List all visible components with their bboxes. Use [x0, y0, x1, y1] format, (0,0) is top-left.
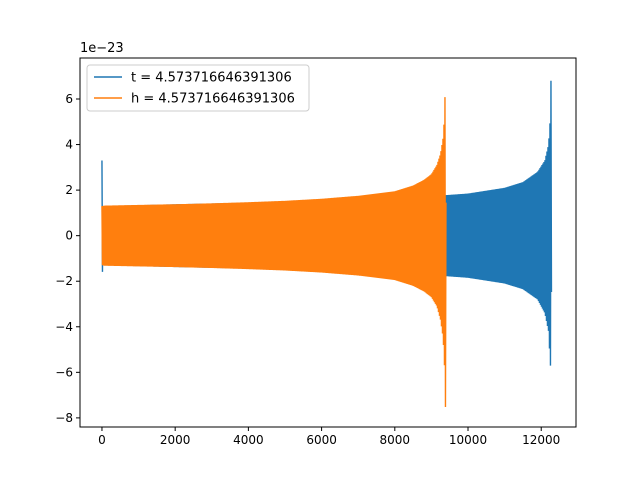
legend-box [86, 64, 310, 112]
axes-frame [79, 57, 577, 428]
y-tick-label-0: 0 [65, 229, 73, 243]
y-tick-label--2: −2 [55, 274, 73, 288]
y-tick-label-2: 2 [65, 183, 73, 197]
x-tick-label-8000: 8000 [380, 433, 411, 447]
y-tick-label--4: −4 [55, 320, 73, 334]
x-tick-label-12000: 12000 [522, 433, 560, 447]
x-tick-label-6000: 6000 [306, 433, 337, 447]
series-line-2 [101, 97, 447, 408]
y-tick-label--8: −8 [55, 411, 73, 425]
x-tick-label-2000: 2000 [160, 433, 191, 447]
y-tick-label-4: 4 [65, 138, 73, 152]
y-tick-label--6: −6 [55, 365, 73, 379]
x-tick-label-10000: 10000 [449, 433, 487, 447]
y-offset-label: 1e−23 [80, 41, 124, 56]
plot-area [101, 80, 553, 408]
x-tick-label-0: 0 [98, 433, 106, 447]
axes: 0 2000 4000 6000 8000 10000 12000 −8 −6 −4 −2 0 2 4 6 [55, 57, 577, 447]
x-tick-label-4000: 4000 [233, 433, 264, 447]
y-tick-label-6: 6 [65, 92, 73, 106]
legend: t = 4.573716646391306 h = 4.5737166463913… [86, 64, 310, 112]
legend-label-1: t = 4.573716646391306 [131, 71, 292, 86]
legend-label-2: h = 4.573716646391306 [131, 92, 295, 107]
